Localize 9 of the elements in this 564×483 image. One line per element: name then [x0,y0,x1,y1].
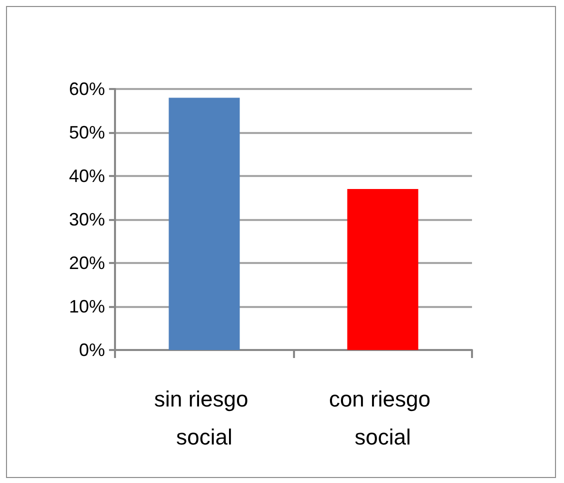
y-tick-label: 40% [68,166,105,186]
y-tick-label: 0% [78,340,105,360]
y-tick-label: 60% [68,79,105,99]
y-tick-label: 30% [68,210,105,230]
x-tick-label: sin riesgo social [154,386,254,450]
y-tick-label: 10% [68,296,105,316]
y-tick-label: 50% [68,122,105,142]
x-tick-label: con riesgo social [328,386,437,450]
y-tick-label: 20% [68,253,105,273]
